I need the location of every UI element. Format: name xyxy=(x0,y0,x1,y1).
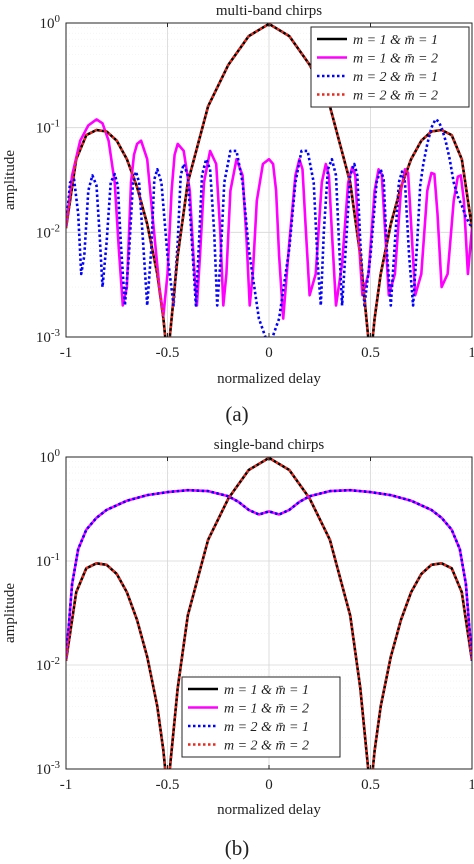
y-tick-exponent: 0 xyxy=(55,13,61,25)
y-tick-label: 10-2 xyxy=(36,655,60,674)
x-tick-label: -1 xyxy=(60,345,73,361)
legend-label: m = 1 & m̄ = 2 xyxy=(224,702,309,717)
series-line-2 xyxy=(66,118,472,320)
x-axis-label: normalized delay xyxy=(217,802,321,818)
x-axis-label: normalized delay xyxy=(217,371,321,387)
tick-marks xyxy=(65,23,473,337)
legend-label: m = 1 & m̄ = 1 xyxy=(224,683,309,698)
y-tick-label: 10-1 xyxy=(36,118,60,137)
y-tick-base: 10 xyxy=(40,450,55,466)
x-tick-label: 1 xyxy=(468,777,474,793)
y-tick-base: 10 xyxy=(36,330,51,346)
legend-label: m = 1 & m̄ = 1 xyxy=(353,33,438,48)
legend-label: m = 1 & m̄ = 2 xyxy=(353,52,438,67)
y-tick-label: 10-2 xyxy=(36,222,60,241)
chart-title: single-band chirps xyxy=(214,437,325,453)
y-tick-base: 10 xyxy=(36,121,51,137)
x-tick-labels: -1 -0.5 0 0.5 1 xyxy=(60,777,474,793)
y-tick-exponent: 0 xyxy=(55,447,61,459)
y-tick-exponent: -1 xyxy=(51,551,60,563)
y-axis-label: amplitude xyxy=(2,150,18,210)
legend: m = 1 & m̄ = 1 m = 1 & m̄ = 2 m = 2 & m̄ =… xyxy=(181,676,341,758)
x-tick-label: -0.5 xyxy=(156,777,180,793)
legend-box xyxy=(310,26,470,108)
x-tick-labels: -1 -0.5 0 0.5 1 xyxy=(60,345,474,361)
x-tick-label: 0.5 xyxy=(361,345,380,361)
x-tick-label: 0.5 xyxy=(361,777,380,793)
x-tick-label: -1 xyxy=(60,777,73,793)
legend-label: m = 2 & m̄ = 1 xyxy=(353,70,438,85)
chart-panel-a: multi-band chirps normalized delay ampli… xyxy=(2,3,474,387)
y-tick-label: 10-3 xyxy=(36,327,61,346)
x-tick-label: 1 xyxy=(468,345,474,361)
y-tick-exponent: -3 xyxy=(51,327,61,339)
y-axis-label: amplitude xyxy=(2,583,18,643)
chart-panel-b: single-band chirps normalized delay ampl… xyxy=(2,437,474,818)
y-tick-label: 100 xyxy=(40,13,61,32)
legend-label: m = 2 & m̄ = 1 xyxy=(224,720,309,735)
y-tick-exponent: -1 xyxy=(51,118,60,130)
y-tick-label: 10-3 xyxy=(36,759,61,778)
legend: m = 1 & m̄ = 1 m = 1 & m̄ = 2 m = 2 & m̄ =… xyxy=(310,26,470,108)
series-line-3 xyxy=(66,118,472,337)
y-tick-exponent: -2 xyxy=(51,222,60,234)
legend-label: m = 2 & m̄ = 2 xyxy=(353,89,438,104)
tick-marks xyxy=(65,457,473,769)
chart-title: multi-band chirps xyxy=(216,3,322,19)
caption-b: (b) xyxy=(225,836,250,860)
y-tick-base: 10 xyxy=(36,762,51,778)
y-tick-exponent: -2 xyxy=(51,655,60,667)
y-tick-base: 10 xyxy=(40,16,55,32)
y-tick-label: 10-1 xyxy=(36,551,60,570)
y-tick-label: 100 xyxy=(40,447,61,466)
x-tick-label: -0.5 xyxy=(156,345,180,361)
y-tick-exponent: -3 xyxy=(51,759,61,771)
y-tick-base: 10 xyxy=(36,658,51,674)
caption-a: (a) xyxy=(225,402,248,426)
x-tick-label: 0 xyxy=(265,345,273,361)
y-tick-base: 10 xyxy=(36,554,51,570)
legend-label: m = 2 & m̄ = 2 xyxy=(224,739,309,754)
x-tick-label: 0 xyxy=(265,777,273,793)
series-line-3 xyxy=(66,488,472,661)
y-tick-base: 10 xyxy=(36,225,51,241)
